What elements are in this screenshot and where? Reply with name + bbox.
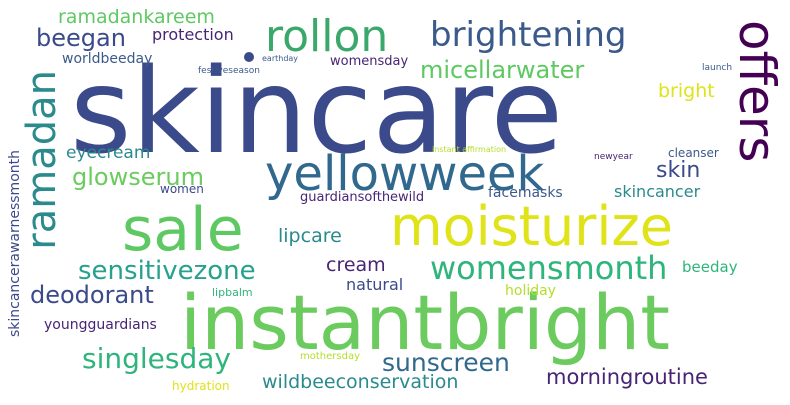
word-youngguardians: youngguardians <box>44 317 157 333</box>
word-skincancerawarnessmonth: skincancerawarnessmonth <box>7 150 23 338</box>
word-yellowweek: yellowweek <box>265 146 545 202</box>
word-holiday: holiday <box>505 283 556 299</box>
word-natural: natural <box>346 275 404 294</box>
word-skincare: skincare <box>70 42 564 180</box>
word-morningroutine: morningroutine <box>546 365 708 389</box>
word-cleanser: cleanser <box>668 146 719 160</box>
word-womensmonth: womensmonth <box>430 249 668 287</box>
word-lipbalm: lipbalm <box>212 286 253 299</box>
word-facemasks: facemasks <box>488 185 563 201</box>
word-instant-affirmation: instant affirmation <box>432 145 507 154</box>
word-festiveseason: festiveseason <box>198 66 260 76</box>
word-cream: cream <box>326 254 386 276</box>
word-singlesday: singlesday <box>82 342 231 375</box>
word-eyecream: eyecream <box>66 143 151 163</box>
word-mothersday: mothersday <box>300 351 360 362</box>
word-beeday: beeday <box>682 258 738 276</box>
word-wildbeeconservation: wildbeeconservation <box>262 371 459 393</box>
word-sale: sale <box>122 195 244 265</box>
word-rollon: rollon <box>265 11 389 62</box>
word-worldbeeday: worldbeeday <box>62 51 153 67</box>
word-hydration: hydration <box>172 379 230 393</box>
word-protection: protection <box>152 25 234 44</box>
word-skincancer: skincancer <box>614 182 701 201</box>
word-earthday: earthday <box>262 54 299 63</box>
word-women: women <box>160 182 204 196</box>
word-beegan: beegan <box>36 24 126 52</box>
word-glowserum: glowserum <box>72 163 204 191</box>
word-brightening: brightening <box>430 15 627 55</box>
word-skin: skin <box>656 158 701 183</box>
word-lipcare: lipcare <box>278 225 342 247</box>
word-moisturize: moisturize <box>390 195 673 258</box>
word-bright: bright <box>658 80 715 102</box>
word-deodorant: deodorant <box>30 281 154 309</box>
word-ramadan: ramadan <box>19 70 65 250</box>
word-newyear: newyear <box>594 152 633 162</box>
word-guardiansofthewild: guardiansofthewild <box>300 190 425 205</box>
word-offers: offers <box>728 20 786 163</box>
word-launch: launch <box>702 63 733 73</box>
word-sensitivezone: sensitivezone <box>78 256 256 286</box>
dot-mark <box>244 52 254 62</box>
word-womensday: womensday <box>330 54 409 69</box>
word-instantbright: instantbright <box>180 278 671 367</box>
word-sunscreen: sunscreen <box>382 348 510 377</box>
word-micellarwater: micellarwater <box>420 56 585 84</box>
word-ramadankareem: ramadankareem <box>58 6 215 28</box>
